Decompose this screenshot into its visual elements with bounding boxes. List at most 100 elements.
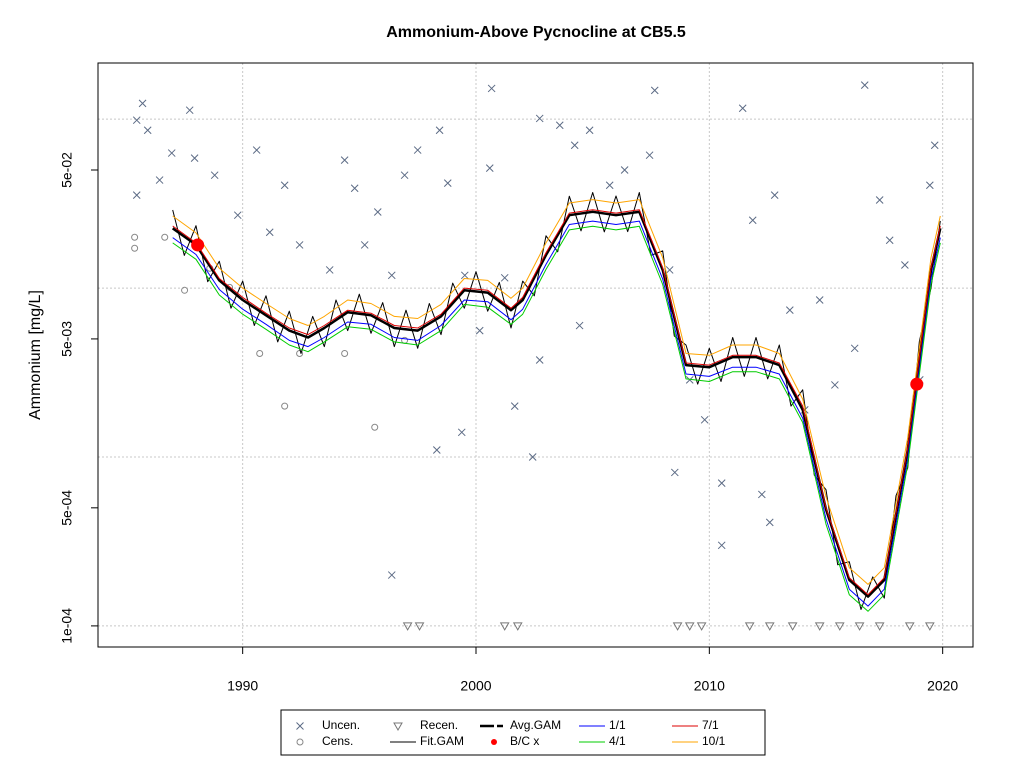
x-marker: [400, 171, 409, 180]
legend: Uncen. Cens. Recen. Fit.GAM Avg.GAM B/C x 1/1 4…: [296, 718, 726, 748]
legend-label: Recen.: [420, 718, 458, 732]
legend-label: Fit.GAM: [420, 734, 464, 748]
x-marker: [860, 81, 869, 89]
x-marker: [185, 106, 194, 115]
x-marker: [295, 241, 304, 249]
x-marker: [765, 518, 774, 527]
triangle-marker: [696, 622, 707, 631]
x-marker: [665, 266, 674, 274]
legend-label: 10/1: [702, 734, 726, 748]
x-marker: [510, 402, 519, 410]
circle-marker: [161, 233, 169, 241]
x-marker: [252, 146, 261, 154]
circle-marker: [371, 423, 379, 431]
x-marker: [685, 376, 694, 384]
x-marker: [132, 191, 141, 199]
x-marker: [930, 141, 939, 150]
x-marker: [340, 156, 349, 164]
triangle-marker: [393, 722, 403, 732]
x-marker: [885, 236, 894, 245]
x-marker: [605, 181, 614, 190]
triangle-marker: [744, 622, 755, 631]
x-marker: [167, 149, 176, 157]
triangle-marker: [414, 622, 425, 631]
circle-marker: [341, 349, 349, 357]
x-marker: [457, 428, 466, 437]
legend-label: Cens.: [322, 734, 353, 748]
legend-box: [280, 709, 766, 756]
x-marker: [387, 571, 396, 579]
x-marker: [528, 453, 537, 461]
x-marker: [738, 104, 747, 113]
x-marker: [387, 271, 396, 280]
x-marker: [670, 468, 679, 477]
x-marker: [360, 241, 369, 249]
circle-marker: [296, 349, 304, 357]
bc-point: [491, 739, 497, 745]
legend-label: 4/1: [609, 734, 626, 748]
triangle-marker: [672, 622, 683, 631]
chart-title: Ammonium-Above Pycnocline at CB5.5: [386, 24, 686, 41]
bc-point: [910, 377, 924, 391]
x-marker: [925, 181, 934, 190]
bc-point: [191, 238, 205, 252]
x-marker: [770, 191, 779, 199]
x-marker: [785, 306, 794, 315]
legend-label: Uncen.: [322, 718, 360, 732]
x-marker: [815, 296, 824, 304]
triangle-marker: [904, 622, 915, 631]
triangle-marker: [924, 622, 935, 631]
y-tick-label: 5e-02: [59, 152, 75, 188]
x-marker: [432, 446, 441, 454]
x-marker: [155, 176, 164, 184]
x-marker: [901, 261, 909, 269]
x-marker: [487, 84, 496, 93]
x-marker: [265, 228, 274, 237]
triangle-marker: [834, 622, 845, 631]
triangle-marker: [499, 622, 510, 631]
x-marker: [373, 208, 382, 216]
series-line: [172, 199, 941, 585]
y-tick-label: 1e-04: [59, 608, 75, 644]
circle-marker: [131, 244, 139, 252]
series-line: [172, 209, 941, 596]
x-marker: [460, 271, 469, 280]
legend-label: Avg.GAM: [510, 718, 561, 732]
plot-frame: [97, 62, 974, 648]
triangle-marker: [874, 622, 885, 631]
series-line: [172, 192, 941, 610]
x-marker: [210, 171, 219, 180]
x-tick-label: 2000: [460, 678, 491, 694]
x-marker: [475, 326, 484, 335]
circle-marker: [281, 402, 289, 410]
legend-label: 1/1: [609, 718, 626, 732]
x-marker: [555, 121, 564, 130]
x-marker: [645, 151, 654, 160]
x-marker: [132, 116, 141, 125]
series-line: [171, 210, 942, 598]
x-marker: [443, 179, 452, 187]
y-tick-label: 5e-03: [59, 321, 75, 357]
x-marker: [138, 99, 147, 108]
x-marker: [535, 356, 544, 364]
x-marker: [190, 154, 199, 162]
x-marker: [296, 722, 304, 730]
x-marker: [485, 164, 494, 172]
x-marker: [875, 196, 884, 204]
triangle-marker: [512, 622, 523, 631]
x-marker: [748, 216, 757, 225]
triangle-marker: [402, 622, 413, 631]
y-axis-label: Ammonium [mg/L]: [27, 290, 44, 420]
x-marker: [650, 86, 659, 95]
legend-label: 7/1: [702, 718, 719, 732]
triangle-marker: [684, 622, 695, 631]
x-tick-label: 2010: [694, 678, 725, 694]
x-marker: [717, 479, 726, 488]
legend-label: B/C x: [510, 734, 539, 748]
x-marker: [570, 141, 579, 150]
axes: 1990 2000 2010 2020 1e-04 5e-04 5e-03 5e-02: [59, 152, 959, 694]
x-marker: [700, 415, 709, 424]
x-marker: [435, 126, 444, 135]
x-marker: [717, 541, 726, 550]
